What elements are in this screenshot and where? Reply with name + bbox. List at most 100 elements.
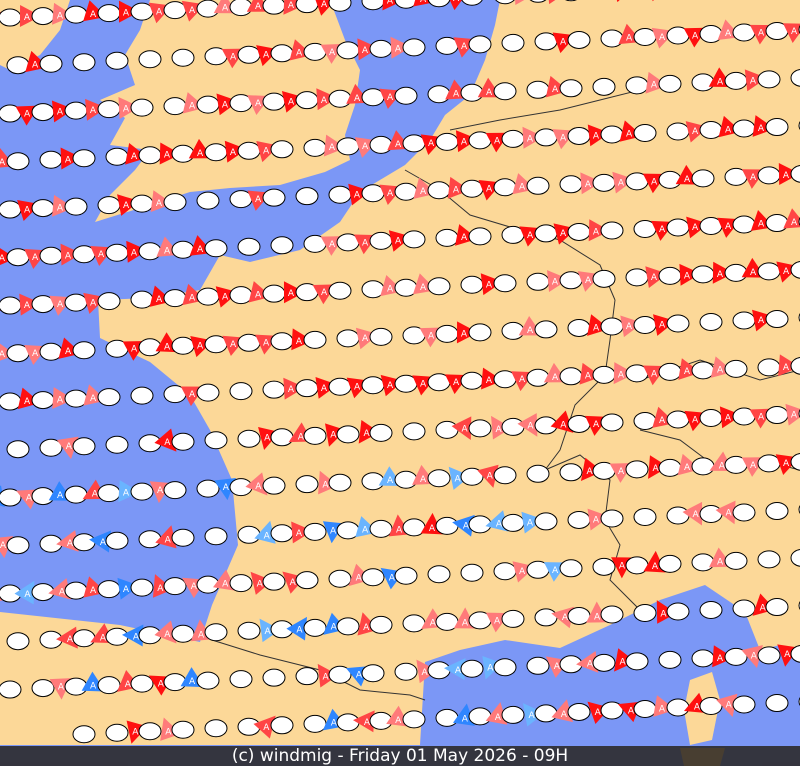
station-marker[interactable]	[295, 187, 319, 206]
station-marker[interactable]	[72, 533, 96, 552]
station-marker[interactable]	[270, 332, 294, 351]
station-marker[interactable]	[64, 293, 88, 312]
station-marker[interactable]	[501, 513, 525, 532]
station-marker[interactable]	[270, 524, 294, 543]
station-marker[interactable]	[493, 274, 517, 293]
station-marker[interactable]	[39, 246, 63, 265]
station-marker[interactable]	[105, 51, 129, 70]
station-marker[interactable]	[468, 323, 492, 342]
station-marker[interactable]	[567, 30, 591, 49]
station-marker[interactable]	[790, 549, 800, 567]
station-marker[interactable]	[97, 484, 121, 503]
station-marker[interactable]	[105, 147, 129, 166]
station-marker[interactable]	[592, 269, 616, 288]
station-marker[interactable]	[138, 242, 162, 261]
station-marker[interactable]	[130, 194, 154, 213]
station-marker[interactable]	[468, 707, 492, 726]
station-marker[interactable]	[72, 341, 96, 360]
station-marker[interactable]	[732, 695, 756, 714]
station-marker[interactable]	[270, 428, 294, 447]
station-marker[interactable]	[171, 336, 195, 355]
station-marker[interactable]	[666, 506, 690, 525]
station-marker[interactable]	[369, 423, 393, 442]
station-marker[interactable]	[592, 365, 616, 384]
station-marker[interactable]	[295, 0, 319, 14]
station-marker[interactable]	[765, 214, 789, 233]
station-marker[interactable]	[130, 98, 154, 117]
station-marker[interactable]	[526, 656, 550, 675]
station-marker[interactable]	[691, 169, 715, 188]
station-marker[interactable]	[237, 237, 261, 256]
station-marker[interactable]	[270, 44, 294, 63]
station-marker[interactable]	[567, 222, 591, 241]
station-marker[interactable]	[0, 200, 22, 219]
station-marker[interactable]	[724, 71, 748, 90]
station-marker[interactable]	[295, 475, 319, 494]
station-marker[interactable]	[0, 680, 22, 699]
station-marker[interactable]	[666, 314, 690, 333]
station-marker[interactable]	[369, 135, 393, 154]
station-marker[interactable]	[402, 710, 426, 729]
station-marker[interactable]	[765, 406, 789, 425]
station-marker[interactable]	[130, 674, 154, 693]
station-marker[interactable]	[633, 699, 657, 718]
station-marker[interactable]	[790, 165, 800, 183]
station-marker[interactable]	[435, 420, 459, 439]
station-marker[interactable]	[196, 95, 220, 114]
station-marker[interactable]	[394, 182, 418, 201]
station-marker[interactable]	[592, 173, 616, 192]
station-marker[interactable]	[171, 144, 195, 163]
station-marker[interactable]	[369, 231, 393, 250]
station-marker[interactable]	[625, 652, 649, 671]
station-marker[interactable]	[666, 698, 690, 717]
station-marker[interactable]	[171, 624, 195, 643]
station-marker[interactable]	[303, 618, 327, 637]
station-marker[interactable]	[501, 129, 525, 148]
station-marker[interactable]	[336, 41, 360, 60]
station-marker[interactable]	[64, 389, 88, 408]
station-marker[interactable]	[361, 664, 385, 683]
station-marker[interactable]	[328, 665, 352, 684]
station-marker[interactable]	[666, 218, 690, 237]
station-marker[interactable]	[97, 292, 121, 311]
station-marker[interactable]	[303, 426, 327, 445]
station-marker[interactable]	[229, 670, 253, 689]
station-marker[interactable]	[600, 413, 624, 432]
station-marker[interactable]	[262, 284, 286, 303]
station-marker[interactable]	[361, 472, 385, 491]
station-marker[interactable]	[171, 528, 195, 547]
station-marker[interactable]	[196, 191, 220, 210]
station-marker[interactable]	[39, 150, 63, 169]
station-marker[interactable]	[666, 602, 690, 621]
station-marker[interactable]	[560, 0, 582, 2]
station-marker[interactable]	[171, 720, 195, 739]
station-marker[interactable]	[229, 0, 253, 17]
station-marker[interactable]	[625, 556, 649, 575]
station-marker[interactable]	[633, 315, 657, 334]
station-marker[interactable]	[493, 562, 517, 581]
station-marker[interactable]	[534, 224, 558, 243]
station-marker[interactable]	[460, 467, 484, 486]
station-marker[interactable]	[303, 330, 327, 349]
station-marker[interactable]	[105, 627, 129, 646]
station-marker[interactable]	[171, 240, 195, 259]
station-marker[interactable]	[691, 361, 715, 380]
station-marker[interactable]	[31, 679, 55, 698]
station-marker[interactable]	[303, 714, 327, 733]
station-marker[interactable]	[328, 89, 352, 108]
station-marker[interactable]	[295, 667, 319, 686]
station-marker[interactable]	[72, 53, 96, 72]
station-marker[interactable]	[328, 281, 352, 300]
station-marker[interactable]	[427, 181, 451, 200]
station-marker[interactable]	[460, 83, 484, 102]
station-marker[interactable]	[369, 39, 393, 58]
station-marker[interactable]	[699, 697, 723, 716]
station-marker[interactable]	[270, 140, 294, 159]
station-marker[interactable]	[229, 286, 253, 305]
station-marker[interactable]	[600, 29, 624, 48]
station-marker[interactable]	[196, 287, 220, 306]
station-marker[interactable]	[699, 25, 723, 44]
station-marker[interactable]	[493, 658, 517, 677]
station-marker[interactable]	[130, 578, 154, 597]
station-marker[interactable]	[658, 650, 682, 669]
